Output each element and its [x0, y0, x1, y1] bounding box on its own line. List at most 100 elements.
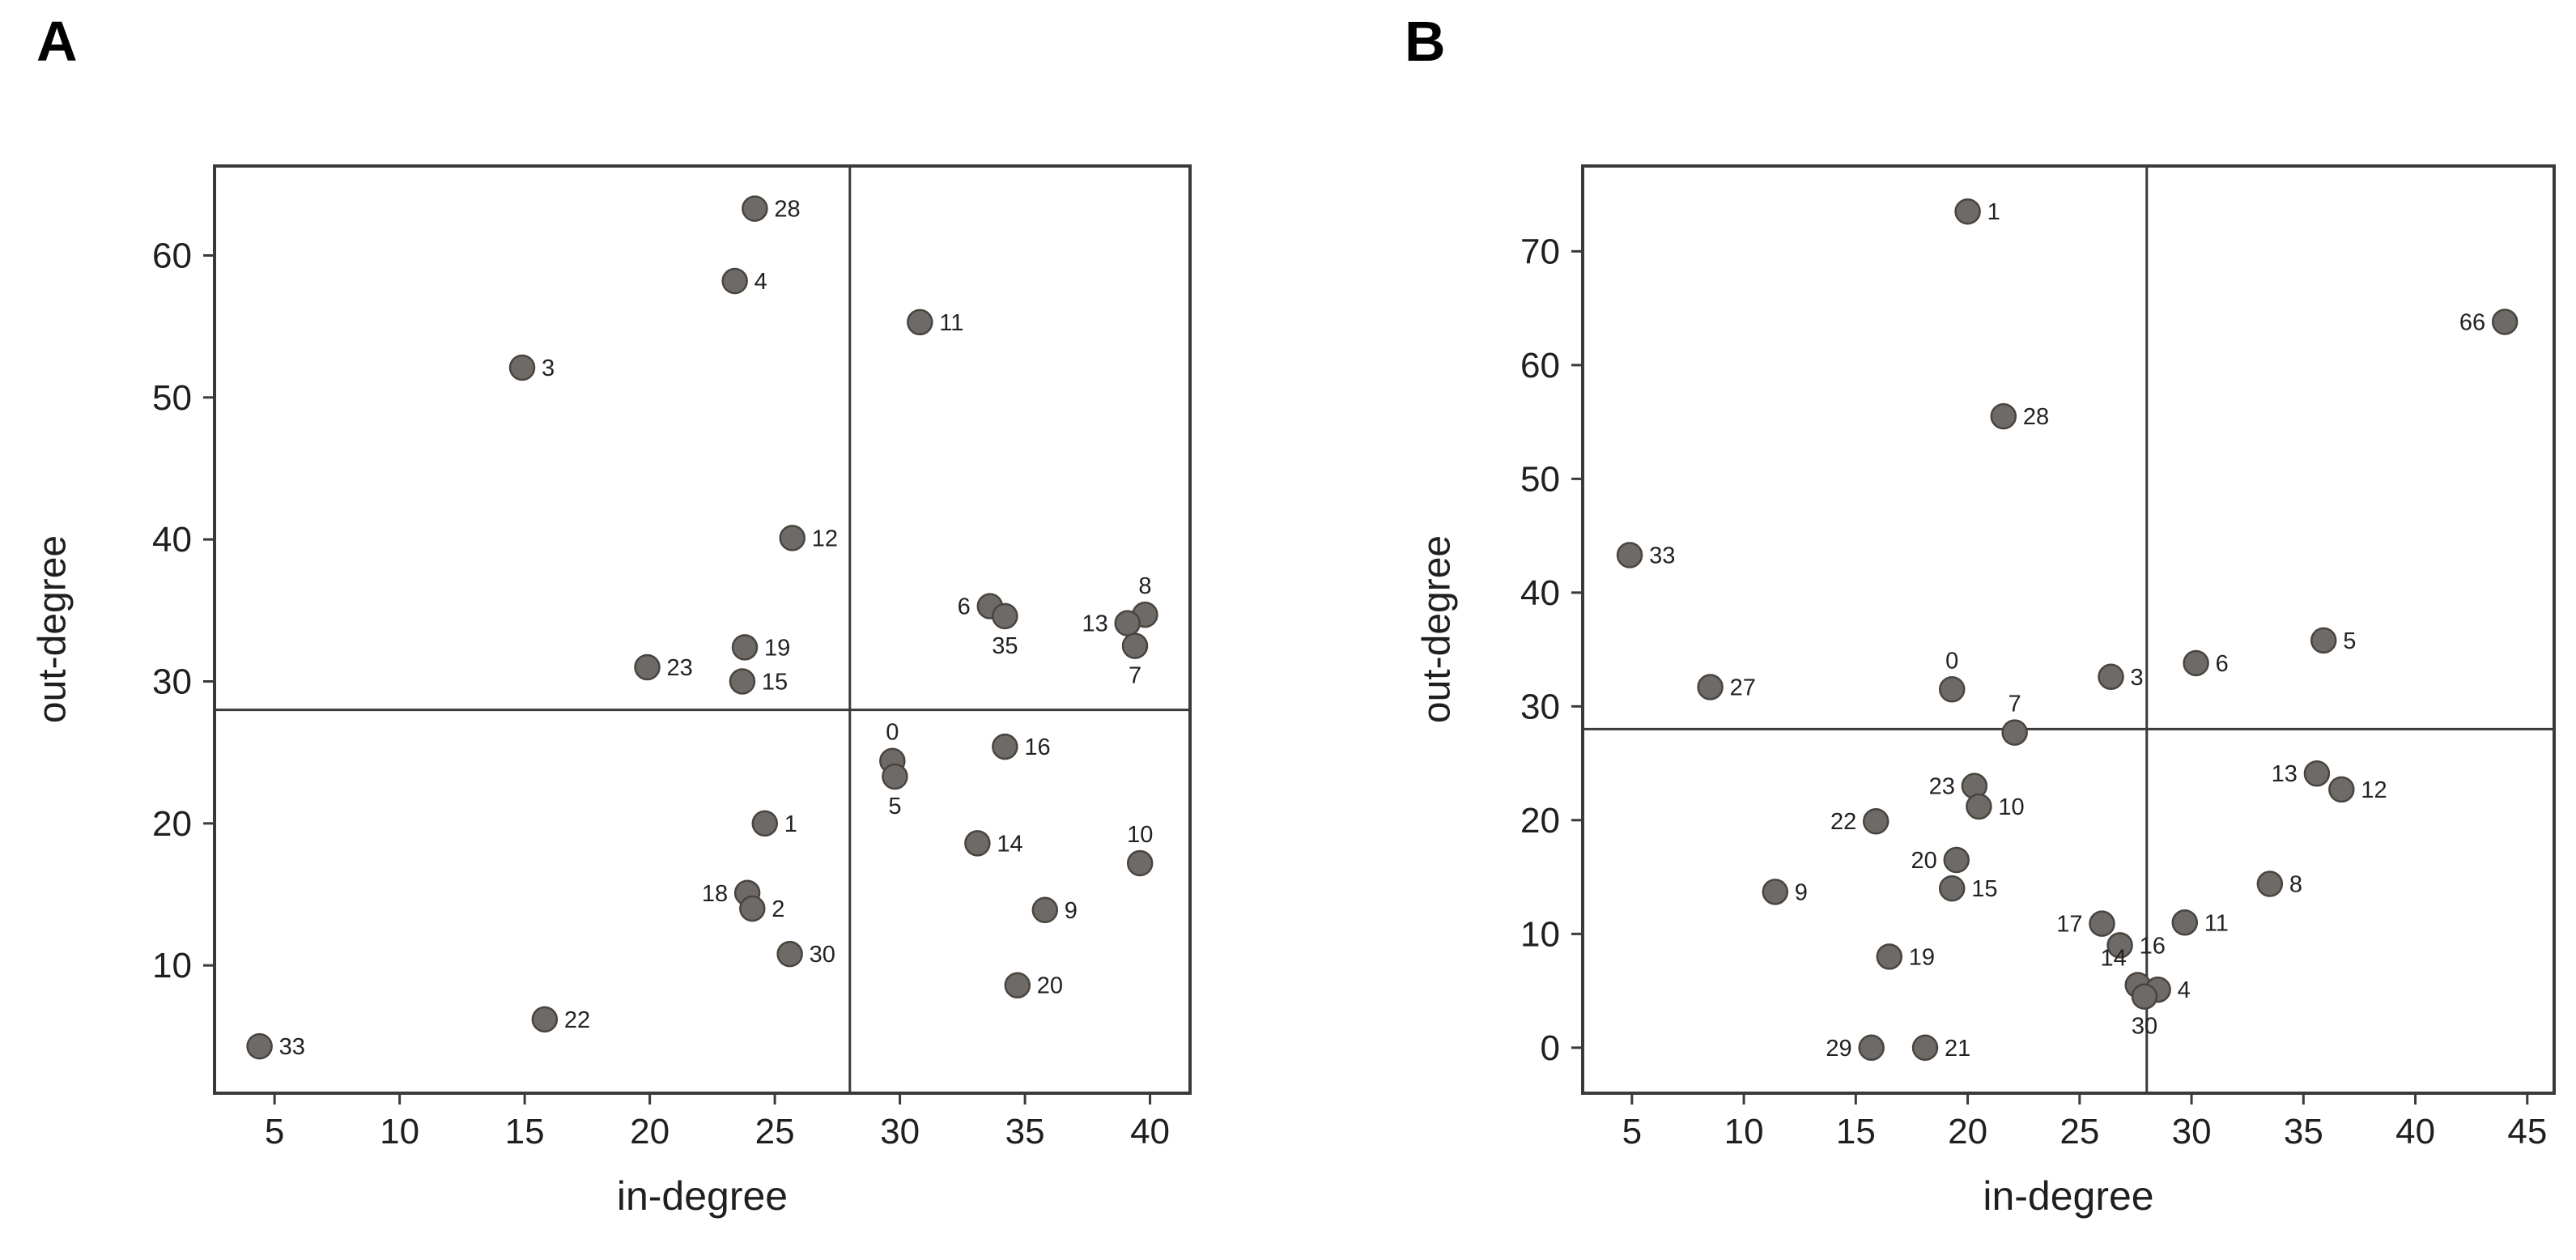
point-label-33: 33: [279, 1034, 305, 1060]
point-label-2: 2: [772, 896, 784, 922]
data-point-66: [2491, 309, 2519, 335]
y-tick-label: 20: [152, 804, 192, 844]
point-label-9: 9: [1065, 898, 1078, 924]
point-label-16: 16: [2140, 933, 2166, 959]
x-tick-label: 25: [2060, 1112, 2099, 1151]
y-tick-label: 60: [1520, 346, 1560, 385]
data-point-30: [2131, 983, 2158, 1010]
point-label-20: 20: [1911, 848, 1936, 874]
data-point-19: [1876, 943, 1903, 970]
y-tick-label: 50: [1520, 459, 1560, 499]
point-label-16: 16: [1024, 734, 1050, 760]
point-label-7: 7: [1129, 663, 1141, 689]
panel-letter-b: B: [1405, 10, 1446, 73]
point-label-4: 4: [755, 269, 767, 295]
point-label-23: 23: [1929, 774, 1955, 800]
point-label-4: 4: [2178, 977, 2191, 1003]
x-tick-label: 15: [505, 1112, 545, 1151]
plot-box: [1581, 164, 2556, 1095]
point-label-9: 9: [1795, 879, 1808, 905]
point-label-35: 35: [992, 633, 1018, 659]
x-tick-label: 30: [880, 1112, 920, 1151]
point-label-22: 22: [1830, 809, 1856, 835]
x-tick-label: 35: [2284, 1112, 2323, 1151]
data-point-30: [776, 940, 803, 968]
scatter-panel-A: 5 10 15 20 25 30 35 401020304050602841131263581…: [152, 164, 1192, 1151]
point-label-27: 27: [1730, 675, 1756, 700]
point-label-5: 5: [2343, 628, 2356, 654]
x-tick-label: 30: [2172, 1112, 2212, 1151]
data-point-33: [246, 1032, 273, 1060]
point-label-28: 28: [774, 197, 800, 223]
point-label-19: 19: [1909, 944, 1935, 970]
data-point-16: [2106, 932, 2133, 959]
data-point-10: [1966, 793, 1992, 820]
data-point-15: [729, 668, 756, 695]
y-tick-label: 30: [152, 662, 192, 702]
data-point-3: [2098, 663, 2124, 691]
x-tick-label: 40: [1130, 1112, 1170, 1151]
y-tick-label: 40: [152, 520, 192, 560]
y-tick-label: 0: [1541, 1028, 1560, 1068]
y-tick-label: 50: [152, 378, 192, 418]
data-point-17: [2089, 910, 2115, 937]
data-point-5: [2310, 627, 2337, 654]
point-label-6: 6: [958, 594, 971, 620]
data-point-13: [1114, 610, 1141, 636]
x-tick-label: 45: [2507, 1112, 2547, 1151]
x-tick-label: 10: [1724, 1112, 1764, 1151]
data-point-14: [964, 830, 991, 857]
point-label-33: 33: [1649, 543, 1675, 568]
point-label-22: 22: [564, 1007, 590, 1033]
data-point-7: [2001, 719, 2028, 746]
point-label-30: 30: [2132, 1014, 2157, 1040]
point-label-28: 28: [2023, 404, 2049, 430]
x-axis-title-b: in-degree: [1983, 1173, 2154, 1219]
x-tick-label: 20: [1948, 1112, 1987, 1151]
point-label-15: 15: [1971, 876, 1997, 902]
data-point-12: [2328, 776, 2355, 803]
data-point-21: [1911, 1034, 1939, 1062]
point-label-21: 21: [1945, 1036, 1970, 1062]
point-label-66: 66: [2459, 309, 2485, 335]
point-label-0: 0: [886, 720, 899, 746]
data-point-19: [731, 634, 759, 661]
x-tick-label: 5: [265, 1112, 284, 1151]
point-label-5: 5: [888, 794, 901, 819]
point-label-8: 8: [1138, 573, 1151, 599]
point-label-10: 10: [1127, 822, 1153, 848]
x-axis-title-a: in-degree: [616, 1173, 789, 1219]
point-label-11: 11: [2204, 910, 2229, 936]
y-tick-label: 10: [152, 946, 192, 985]
y-tick-label: 40: [1520, 573, 1560, 613]
point-label-14: 14: [997, 831, 1022, 857]
data-point-1: [751, 810, 778, 837]
data-point-35: [992, 602, 1018, 630]
data-point-10: [1126, 849, 1154, 877]
y-tick-label: 20: [1520, 801, 1560, 841]
point-label-7: 7: [2009, 692, 2021, 717]
point-label-30: 30: [810, 942, 835, 968]
data-point-12: [779, 525, 806, 551]
data-point-33: [1616, 542, 1643, 568]
x-tick-label: 35: [1005, 1112, 1045, 1151]
data-point-6: [2183, 649, 2209, 677]
point-label-12: 12: [812, 526, 838, 551]
data-point-16: [992, 733, 1018, 760]
point-label-29: 29: [1826, 1036, 1851, 1062]
point-label-15: 15: [762, 670, 788, 696]
x-tick-label: 15: [1836, 1112, 1876, 1151]
point-label-1: 1: [784, 811, 797, 837]
y-tick-label: 10: [1520, 914, 1560, 954]
data-point-9: [1031, 896, 1059, 924]
y-tick-label: 70: [1520, 232, 1560, 271]
point-label-13: 13: [2272, 761, 2298, 787]
plot-box: [213, 164, 1192, 1095]
point-label-19: 19: [764, 635, 790, 661]
point-label-1: 1: [1987, 199, 2000, 225]
data-point-4: [721, 267, 748, 295]
data-point-11: [2171, 909, 2199, 936]
panel-letter-a: A: [36, 10, 78, 73]
data-point-20: [1004, 972, 1031, 998]
